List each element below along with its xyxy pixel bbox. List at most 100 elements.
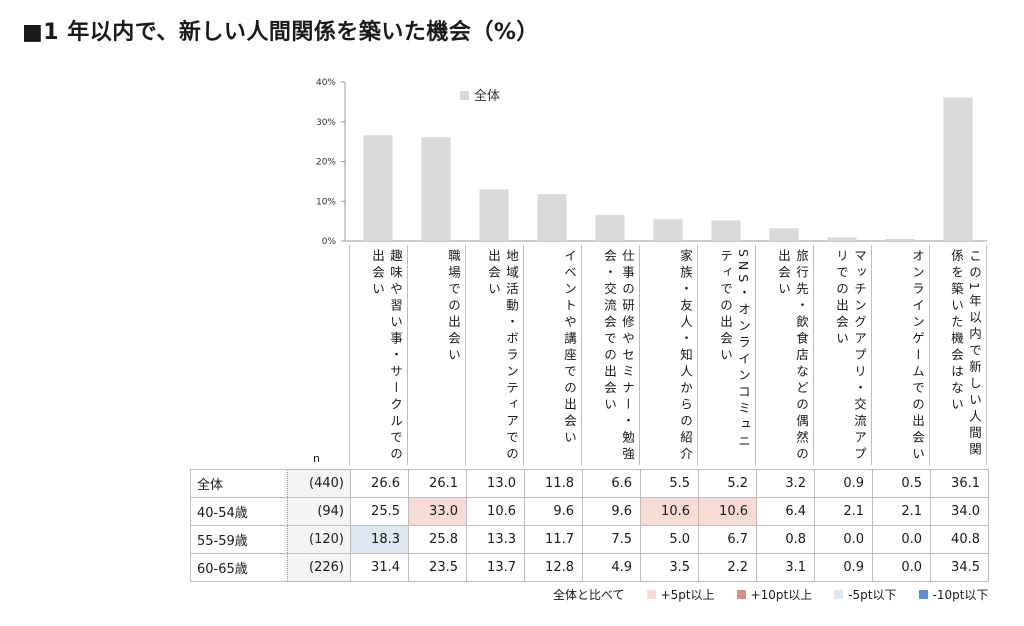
- table-cell: 5.0: [640, 525, 699, 554]
- table-cell: 13.7: [466, 553, 525, 582]
- category-text: 職場での出会い: [446, 249, 461, 365]
- table-cell: 6.7: [698, 525, 757, 554]
- data-table: 全体 (440) 26.6 26.1 13.0 11.8 6.6 5.5 5.2 3.2 0.9 0.…: [190, 469, 989, 582]
- category-text: 仕事の研修やセミナー・勉強会・交流会での出会い: [602, 249, 635, 464]
- table-row: 全体 (440) 26.6 26.1 13.0 11.8 6.6 5.5 5.2 3.2 0.9 0.…: [190, 469, 989, 498]
- y-tick-label: 10%: [316, 197, 336, 207]
- legend-item: -5pt以下: [834, 586, 897, 603]
- table-cell: 12.8: [524, 553, 583, 582]
- category-label-7: 旅行先・飲食店などの偶然の出会い: [755, 245, 813, 465]
- table-cell: 25.5: [350, 497, 409, 526]
- category-label-8: マッチングアプリ・交流アプリでの出会い: [813, 245, 871, 465]
- table-row: 60-65歳 (226) 31.4 23.5 13.7 12.8 4.9 3.5 2.2 3.1 0…: [190, 553, 989, 582]
- table-cell: 3.5: [640, 553, 699, 582]
- highlight-legend: 全体と比べて +5pt以上 +10pt以上 -5pt以下 -10pt以下: [553, 586, 988, 603]
- row-n: (120): [287, 525, 351, 554]
- bar-7: [769, 228, 799, 241]
- table-cell: 11.8: [524, 469, 583, 498]
- table-cell: 26.1: [408, 469, 467, 498]
- table-cell: 6.4: [756, 497, 815, 526]
- table-cell: 26.6: [350, 469, 409, 498]
- legend-swatch: [646, 590, 656, 599]
- table-cell: 10.6: [640, 497, 699, 526]
- legend-swatch: [834, 590, 844, 599]
- bar-chart: 0% 10% 20% 30% 40% 全体: [316, 78, 987, 247]
- category-text: この1年以内で新しい人間関係を築いた機会はない: [949, 249, 982, 459]
- table-row: 40-54歳 (94) 25.5 33.0 10.6 9.6 9.6 10.6 10.6 6.4 2…: [190, 497, 989, 526]
- legend-item: +5pt以上: [646, 586, 715, 603]
- table-cell: 36.1: [930, 469, 989, 498]
- table-cell: 7.5: [582, 525, 641, 554]
- table-cell: 34.5: [930, 553, 989, 582]
- table-cell: 0.0: [814, 525, 873, 554]
- category-label-6: SNS・オンラインコミュニティでの出会い: [697, 245, 755, 465]
- n-header: n: [313, 452, 320, 465]
- category-label-3: イベントや講座での出会い: [523, 245, 581, 465]
- legend-swatch: [736, 590, 746, 599]
- table-cell: 2.1: [814, 497, 873, 526]
- table-cell: 11.7: [524, 525, 583, 554]
- bar-8: [827, 237, 857, 241]
- legend-item: -10pt以下: [918, 586, 989, 603]
- y-tick-label: 30%: [316, 118, 336, 128]
- category-text: イベントや講座での出会い: [562, 249, 577, 447]
- category-label-4: 仕事の研修やセミナー・勉強会・交流会での出会い: [581, 245, 639, 465]
- table-cell: 3.2: [756, 469, 815, 498]
- table-cell: 40.8: [930, 525, 989, 554]
- table-cell: 5.2: [698, 469, 757, 498]
- legend-swatch: [918, 590, 928, 599]
- table-cell: 31.4: [350, 553, 409, 582]
- table-cell: 25.8: [408, 525, 467, 554]
- category-label-1: 職場での出会い: [407, 245, 465, 465]
- category-label-10: この1年以内で新しい人間関係を築いた機会はない: [929, 245, 987, 465]
- legend-label-all: 全体: [474, 88, 500, 104]
- row-n: (440): [287, 469, 351, 498]
- legend-swatch-all: [460, 91, 469, 100]
- table-cell: 0.0: [872, 553, 931, 582]
- legend-item-label: -10pt以下: [932, 588, 989, 602]
- y-tick-label: 0%: [322, 237, 337, 247]
- bar-10: [943, 97, 973, 241]
- table-cell: 9.6: [524, 497, 583, 526]
- table-cell: 3.1: [756, 553, 815, 582]
- category-text: マッチングアプリ・交流アプリでの出会い: [834, 249, 867, 464]
- table-cell: 6.6: [582, 469, 641, 498]
- row-n: (226): [287, 553, 351, 582]
- bar-1: [421, 137, 451, 241]
- bars-group: [363, 97, 973, 241]
- table-cell: 2.1: [872, 497, 931, 526]
- legend-item-label: +5pt以上: [660, 588, 715, 602]
- bar-6: [711, 220, 741, 241]
- bar-0: [363, 135, 393, 241]
- chart-legend: 全体: [460, 88, 500, 104]
- table-cell: 0.9: [814, 469, 873, 498]
- y-tick-label: 40%: [316, 78, 336, 88]
- category-text: SNS・オンラインコミュニティでの出会い: [718, 249, 751, 452]
- table-row: 55-59歳 (120) 18.3 25.8 13.3 11.7 7.5 5.0 6.7 0.8 0…: [190, 525, 989, 554]
- legend-item-label: +10pt以上: [750, 588, 813, 602]
- category-label-2: 地域活動・ボランティアでの出会い: [465, 245, 523, 465]
- table-cell: 13.0: [466, 469, 525, 498]
- table-cell: 2.2: [698, 553, 757, 582]
- category-text: 地域活動・ボランティアでの出会い: [486, 249, 519, 464]
- row-label: 55-59歳: [190, 525, 288, 554]
- category-label-5: 家族・友人・知人からの紹介: [639, 245, 697, 465]
- category-label-0: 趣味や習い事・サークルでの出会い: [349, 245, 407, 465]
- table-cell: 4.9: [582, 553, 641, 582]
- row-label: 40-54歳: [190, 497, 288, 526]
- legend-prefix: 全体と比べて: [553, 588, 625, 602]
- table-cell: 0.9: [814, 553, 873, 582]
- bar-4: [595, 214, 625, 241]
- table-cell: 18.3: [350, 525, 409, 554]
- row-label: 60-65歳: [190, 553, 288, 582]
- table-cell: 33.0: [408, 497, 467, 526]
- category-text: 趣味や習い事・サークルでの出会い: [370, 249, 403, 464]
- y-axis: 0% 10% 20% 30% 40%: [316, 78, 987, 247]
- table-cell: 34.0: [930, 497, 989, 526]
- category-label-9: オンラインゲームでの出会い: [871, 245, 929, 465]
- y-tick-label: 20%: [316, 158, 336, 168]
- table-cell: 0.0: [872, 525, 931, 554]
- row-n: (94): [287, 497, 351, 526]
- table-cell: 0.5: [872, 469, 931, 498]
- table-cell: 13.3: [466, 525, 525, 554]
